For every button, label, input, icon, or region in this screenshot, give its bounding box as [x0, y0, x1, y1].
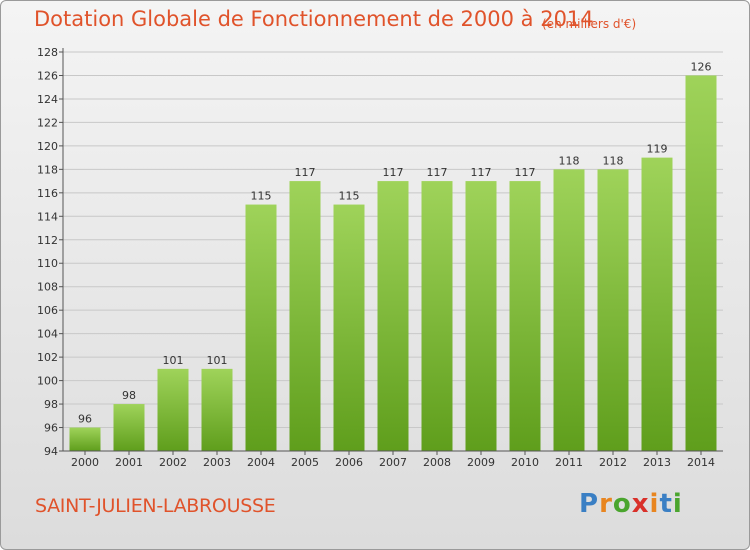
y-tick-label: 94: [44, 445, 58, 458]
x-tick-label: 2012: [599, 456, 627, 469]
chart-subtitle: (en milliers d'€): [542, 17, 637, 31]
bar: [553, 169, 585, 451]
y-tick-label: 128: [37, 46, 58, 59]
commune-name: SAINT-JULIEN-LABROUSSE: [35, 495, 276, 517]
bar: [201, 368, 233, 451]
x-tick-label: 2002: [159, 456, 187, 469]
bar: [157, 368, 189, 451]
x-tick-label: 2011: [555, 456, 583, 469]
y-tick-label: 120: [37, 140, 58, 153]
x-tick-label: 2004: [247, 456, 275, 469]
y-tick-label: 106: [37, 304, 58, 317]
x-tick-label: 2014: [687, 456, 715, 469]
data-label: 117: [515, 166, 536, 179]
data-label: 96: [78, 413, 92, 426]
data-label: 118: [559, 154, 580, 167]
y-tick-label: 98: [44, 398, 58, 411]
logo-letter: i: [649, 489, 660, 519]
y-tick-label: 108: [37, 281, 58, 294]
data-label: 101: [207, 354, 228, 367]
bar: [245, 204, 277, 451]
data-label: 117: [471, 166, 492, 179]
bar: [289, 181, 321, 451]
data-label: 117: [427, 166, 448, 179]
x-tick-label: 2009: [467, 456, 495, 469]
bar: [421, 181, 453, 451]
x-tick-label: 2013: [643, 456, 671, 469]
y-tick-label: 124: [37, 93, 58, 106]
logo-letter: t: [659, 489, 673, 519]
bar: [333, 204, 365, 451]
bar: [685, 75, 717, 452]
chart-title: Dotation Globale de Fonctionnement de 20…: [34, 7, 594, 31]
x-tick-label: 2010: [511, 456, 539, 469]
logo-letter: x: [631, 489, 650, 519]
data-label: 115: [339, 190, 360, 203]
y-tick-label: 100: [37, 375, 58, 388]
x-tick-label: 2003: [203, 456, 231, 469]
logo-letter: P: [579, 489, 600, 519]
data-label: 117: [295, 166, 316, 179]
data-label: 119: [647, 143, 668, 156]
logo-letter: i: [672, 489, 683, 519]
bar: [509, 181, 541, 451]
bar: [641, 157, 673, 451]
y-tick-label: 122: [37, 116, 58, 129]
data-label: 126: [691, 60, 712, 73]
y-tick-label: 114: [37, 210, 58, 223]
data-label: 98: [122, 389, 136, 402]
x-tick-label: 2005: [291, 456, 319, 469]
data-label: 115: [251, 190, 272, 203]
x-tick-label: 2008: [423, 456, 451, 469]
bar: [69, 427, 101, 451]
y-tick-label: 104: [37, 328, 58, 341]
x-tick-label: 2000: [71, 456, 99, 469]
y-tick-label: 116: [37, 187, 58, 200]
x-tick-label: 2006: [335, 456, 363, 469]
bar: [465, 181, 497, 451]
logo-letter: r: [599, 489, 613, 519]
bar: [113, 404, 145, 451]
data-label: 118: [603, 154, 624, 167]
logo-letter: o: [612, 489, 632, 519]
x-tick-label: 2007: [379, 456, 407, 469]
data-label: 117: [383, 166, 404, 179]
bar: [377, 181, 409, 451]
y-tick-label: 110: [37, 257, 58, 270]
x-tick-label: 2001: [115, 456, 143, 469]
y-tick-label: 118: [37, 163, 58, 176]
y-tick-label: 112: [37, 234, 58, 247]
proxiti-logo: Proxiti: [579, 489, 683, 519]
y-tick-label: 96: [44, 422, 58, 435]
bar: [597, 169, 629, 451]
y-tick-label: 102: [37, 351, 58, 364]
data-label: 101: [163, 354, 184, 367]
y-tick-label: 126: [37, 69, 58, 82]
